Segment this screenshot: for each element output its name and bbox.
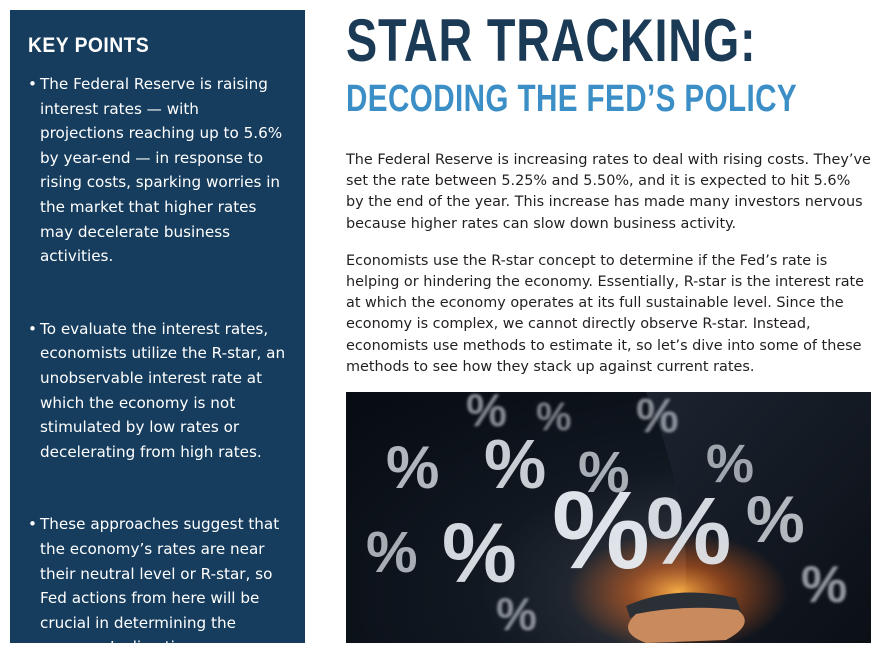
percent-symbol: % [801,556,847,614]
key-point-item: These approaches suggest that the econom… [28,512,287,660]
percent-symbol: % [484,425,546,503]
percent-symbol: % [496,588,537,640]
percent-symbol: % [386,434,439,501]
article-paragraph: Economists use the R-star concept to det… [346,252,865,375]
page-title: STAR TRACKING: [346,7,757,74]
key-points-heading: KEY POINTS [28,34,150,57]
percent-symbol: % [706,434,754,494]
article-body: The Federal Reserve is increasing rates … [346,150,871,394]
hand-shape [628,607,745,643]
percent-symbol: % [746,482,805,556]
percent-symbols-illustration: % % % % % % % % % % % % % % [366,392,871,643]
percent-symbol: % [636,392,679,443]
percent-symbol: % [366,520,418,585]
key-points-list: The Federal Reserve is raising interest … [28,72,287,660]
page-subtitle: DECODING THE FED’S POLICY [346,78,798,120]
key-points-panel: KEY POINTS The Federal Reserve is raisin… [10,10,305,656]
percent-symbol: % [646,478,731,585]
percent-symbol: % [552,469,650,592]
key-point-item: To evaluate the interest rates, economis… [28,317,287,465]
percent-symbol: % [578,440,630,505]
percent-symbol: % [466,392,507,436]
percent-symbol: % [536,395,572,439]
percent-symbol: % [442,506,517,600]
percent-symbols-photo: % % % % % % % % % % % % % % [346,392,871,643]
article-paragraph: The Federal Reserve is increasing rates … [346,152,871,232]
key-point-item: The Federal Reserve is raising interest … [28,72,287,269]
